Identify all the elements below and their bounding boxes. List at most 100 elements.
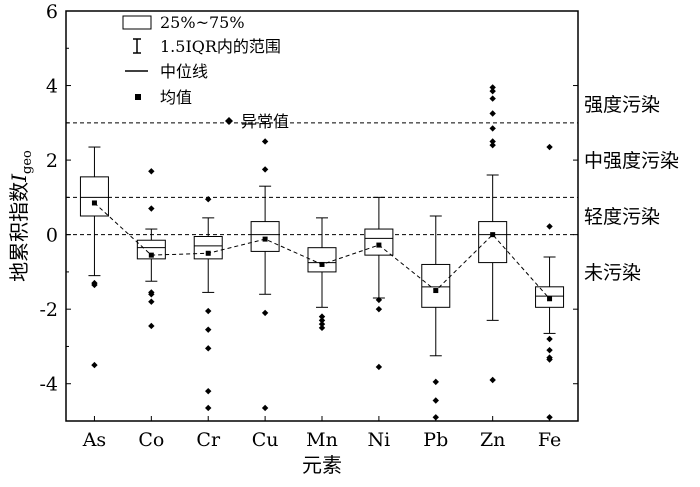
outlier-point (318, 317, 326, 324)
x-tick-label: Mn (306, 429, 338, 451)
legend-item-square: 均值 (135, 88, 192, 107)
zone-label: 轻度污染 (584, 206, 660, 228)
zone-label: 未污染 (584, 262, 641, 284)
box-fe (535, 143, 565, 421)
legend-item-diamond: 异常值 (225, 112, 289, 131)
x-tick-label: Pb (423, 429, 448, 451)
y-axis-title: 地累积指数Igeo (7, 150, 35, 282)
mean-marker (262, 236, 268, 242)
box-mn (307, 217, 337, 332)
outlier-point (432, 397, 439, 404)
outlier-point (489, 125, 496, 132)
legend-item-whisker: 1.5IQR内的范围 (133, 37, 281, 56)
mean-marker (91, 200, 97, 206)
y-tick-label: 2 (46, 150, 58, 172)
mean-marker (148, 252, 154, 258)
outlier-point (489, 376, 496, 384)
outlier-point (375, 305, 383, 313)
legend-label: 异常值 (241, 112, 289, 131)
x-tick-label: As (82, 429, 106, 451)
legend-item-line: 中位线 (125, 62, 208, 81)
box-cu (250, 138, 280, 412)
outlier-point (489, 95, 496, 102)
boxes-layer (79, 84, 565, 421)
mean-line-layer (91, 200, 553, 302)
outlier-point (148, 298, 155, 305)
outlier-point (205, 326, 212, 333)
box-zn (478, 84, 508, 384)
x-tick-label: Cr (196, 429, 221, 451)
mean-marker (547, 296, 553, 302)
iqr-box (421, 263, 451, 308)
outlier-point (489, 110, 496, 117)
outlier-point (489, 84, 496, 91)
box-ni (364, 196, 394, 371)
outlier-point (489, 87, 496, 95)
outlier-point (205, 345, 212, 352)
mean-marker (433, 288, 439, 294)
mean-marker (376, 242, 382, 248)
outlier-point (318, 324, 326, 332)
mean-marker (490, 232, 496, 238)
box-cr (193, 196, 223, 412)
legend-mean-symbol (135, 94, 141, 100)
outlier-point (205, 387, 212, 395)
outlier-point (261, 166, 269, 173)
mean-marker (205, 250, 211, 256)
box-co (136, 168, 166, 330)
outlier-point (261, 309, 269, 317)
outlier-point (148, 291, 155, 298)
outlier-point (489, 138, 496, 145)
outlier-point (432, 378, 439, 386)
y-axis-title-subscript: geo (20, 150, 35, 174)
legend-label: 中位线 (160, 62, 208, 81)
outlier-point (489, 141, 496, 149)
outlier-point (318, 320, 326, 328)
zone-label: 强度污染 (584, 94, 660, 116)
y-tick-label: -2 (39, 299, 58, 321)
x-tick-label: Cu (252, 429, 279, 451)
outlier-point (148, 322, 155, 330)
outlier-point (318, 313, 326, 320)
x-axis-title: 元素 (302, 453, 342, 477)
outlier-point (546, 223, 553, 230)
outlier-point (546, 143, 553, 151)
outlier-point (205, 404, 212, 412)
legend-label: 1.5IQR内的范围 (160, 37, 281, 56)
x-tick-label: Zn (480, 429, 505, 451)
outlier-point (375, 296, 383, 304)
legend-item-box: 25%~75% (122, 13, 245, 32)
box-pb (421, 215, 451, 421)
outlier-point (375, 363, 383, 371)
x-tick-label: Ni (368, 429, 391, 451)
mean-marker (319, 261, 325, 267)
outlier-point (148, 168, 155, 175)
outlier-point (546, 335, 553, 343)
outlier-point (546, 356, 553, 363)
y-tick-label: 6 (46, 1, 58, 23)
iqr-box (307, 247, 337, 273)
iqr-box (478, 221, 508, 264)
outlier-point (261, 404, 269, 412)
legend-box-symbol (122, 15, 152, 30)
y-tick-label: 0 (46, 225, 58, 247)
iqr-box (250, 221, 280, 252)
y-axis-title-symbol: I (7, 173, 31, 183)
legend-outlier-symbol (225, 117, 233, 125)
outlier-point (205, 196, 212, 203)
y-tick-label: -4 (39, 374, 58, 396)
box-as (79, 146, 109, 369)
iqr-box (136, 239, 166, 260)
outlier-point (546, 346, 553, 354)
y-tick-label: 4 (46, 76, 58, 98)
legend-label: 25%~75% (160, 13, 245, 32)
y-axis-title-text: 地累积指数 (7, 182, 31, 282)
x-tick-label: Fe (538, 429, 561, 451)
iqr-box (364, 228, 394, 256)
legend-label: 均值 (160, 88, 192, 107)
outlier-point (205, 307, 212, 315)
iqr-box (79, 176, 109, 217)
